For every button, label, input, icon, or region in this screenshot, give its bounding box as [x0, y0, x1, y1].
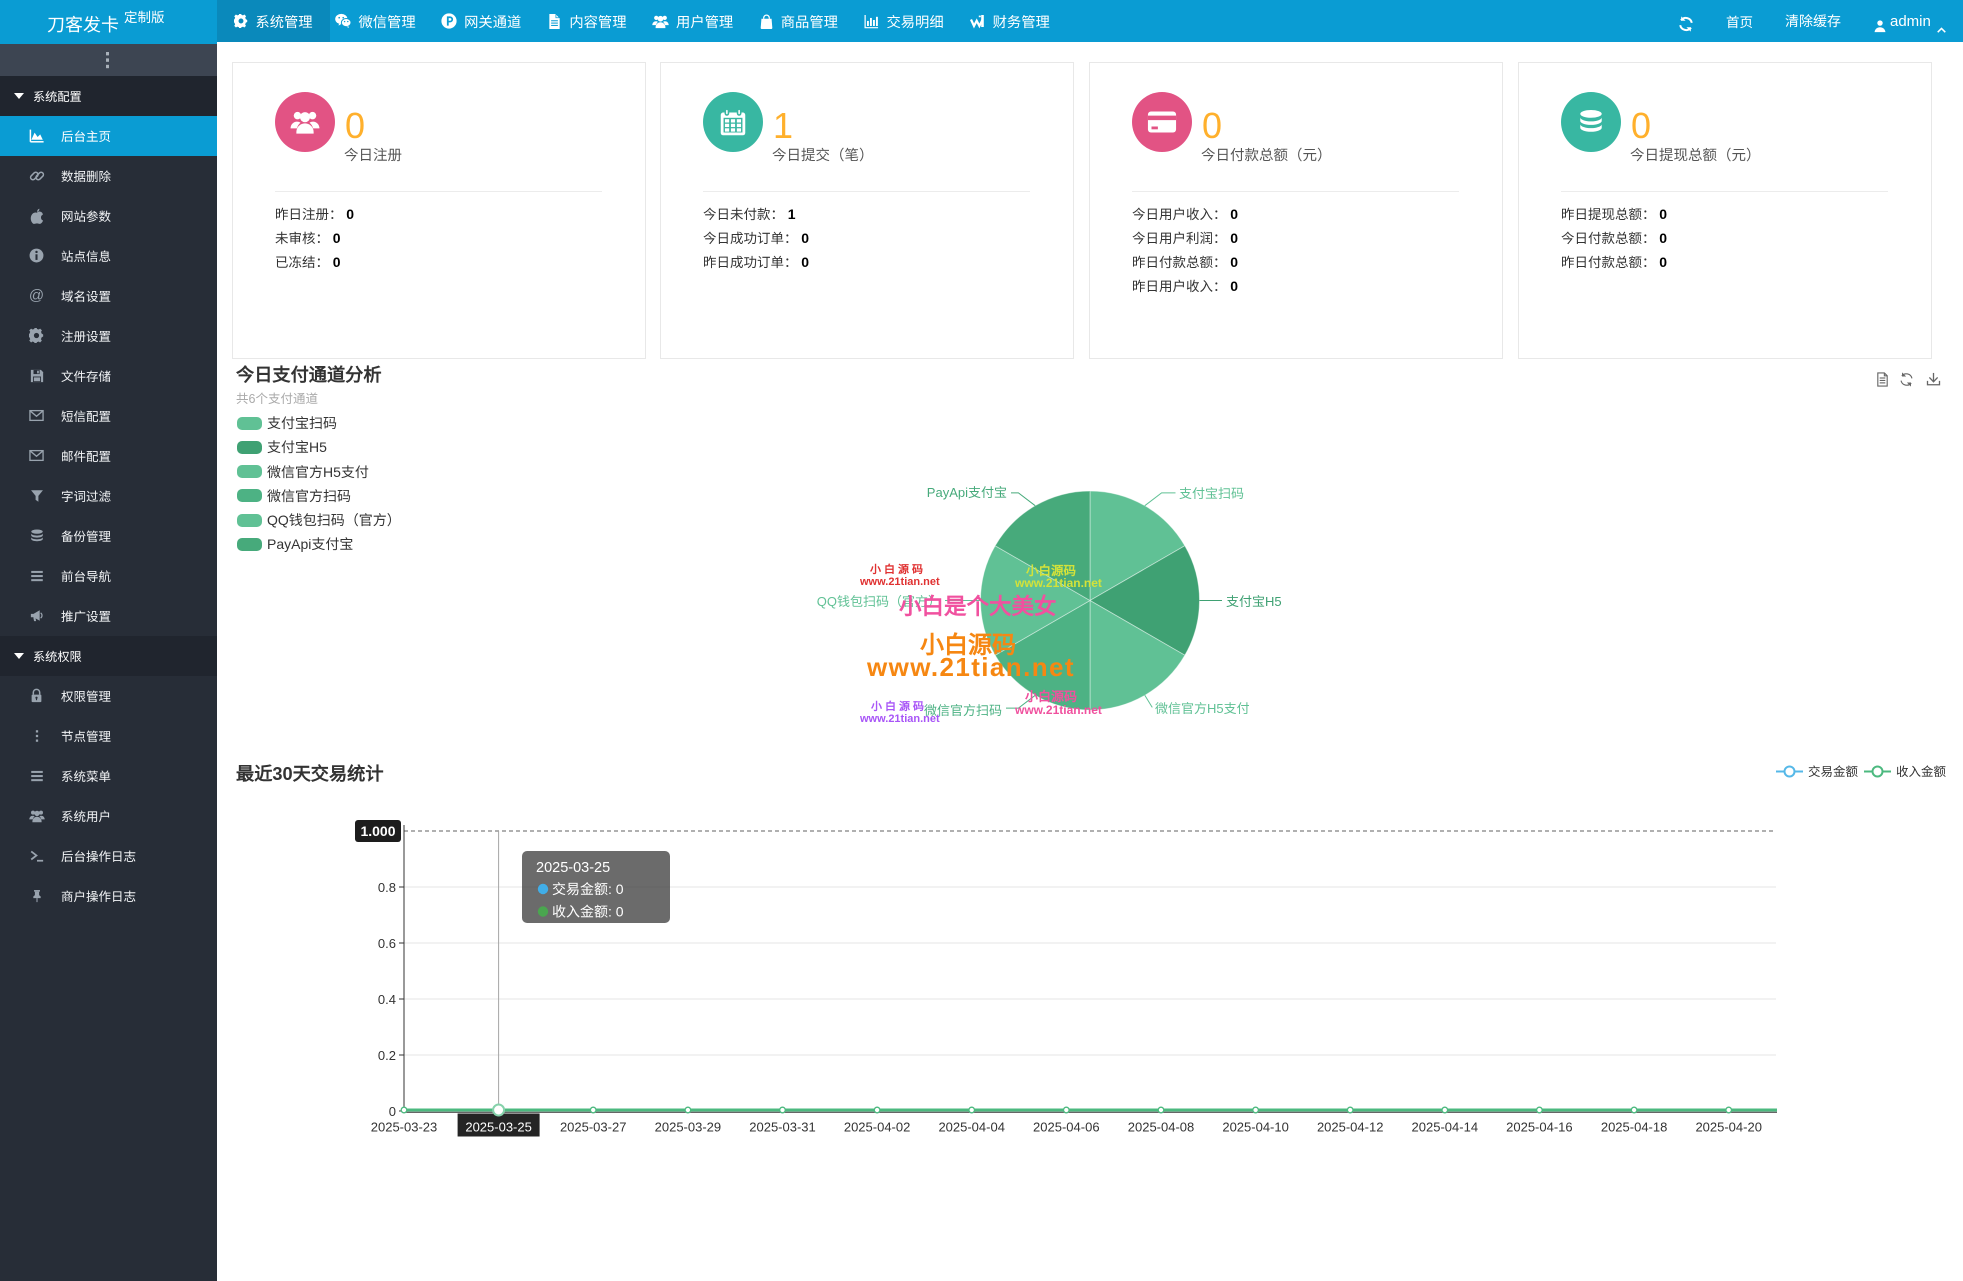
svg-text:2025-04-08: 2025-04-08	[1128, 1117, 1195, 1136]
svg-text:2025-04-12: 2025-04-12	[1317, 1117, 1384, 1136]
svg-text:2025-03-25: 2025-03-25	[536, 856, 610, 877]
svg-text:2025-04-06: 2025-04-06	[1033, 1117, 1100, 1136]
svg-text:交易金额: 交易金额	[1808, 761, 1859, 780]
svg-text:2025-03-29: 2025-03-29	[655, 1117, 722, 1136]
svg-text:2025-04-18: 2025-04-18	[1601, 1117, 1668, 1136]
svg-text:2025-03-25: 2025-03-25	[465, 1117, 532, 1136]
svg-text:0: 0	[389, 1101, 396, 1120]
svg-text:0.2: 0.2	[378, 1045, 396, 1064]
svg-text:收入金额: 0: 收入金额: 0	[552, 902, 624, 922]
svg-text:2025-04-16: 2025-04-16	[1506, 1117, 1573, 1136]
svg-text:1.000: 1.000	[360, 821, 395, 841]
svg-text:2025-04-20: 2025-04-20	[1695, 1117, 1762, 1136]
svg-text:2025-03-31: 2025-03-31	[749, 1117, 816, 1136]
svg-text:0.4: 0.4	[378, 989, 396, 1008]
svg-text:2025-03-23: 2025-03-23	[371, 1117, 438, 1136]
svg-text:2025-04-04: 2025-04-04	[938, 1117, 1005, 1136]
svg-text:2025-04-10: 2025-04-10	[1222, 1117, 1289, 1136]
svg-text:0.6: 0.6	[378, 933, 396, 952]
svg-text:2025-04-02: 2025-04-02	[844, 1117, 911, 1136]
svg-text:0.8: 0.8	[378, 877, 396, 896]
svg-text:交易金额: 0: 交易金额: 0	[552, 879, 624, 899]
svg-text:2025-04-14: 2025-04-14	[1412, 1117, 1479, 1136]
svg-text:收入金额: 收入金额	[1896, 761, 1947, 780]
svg-text:2025-03-27: 2025-03-27	[560, 1117, 627, 1136]
